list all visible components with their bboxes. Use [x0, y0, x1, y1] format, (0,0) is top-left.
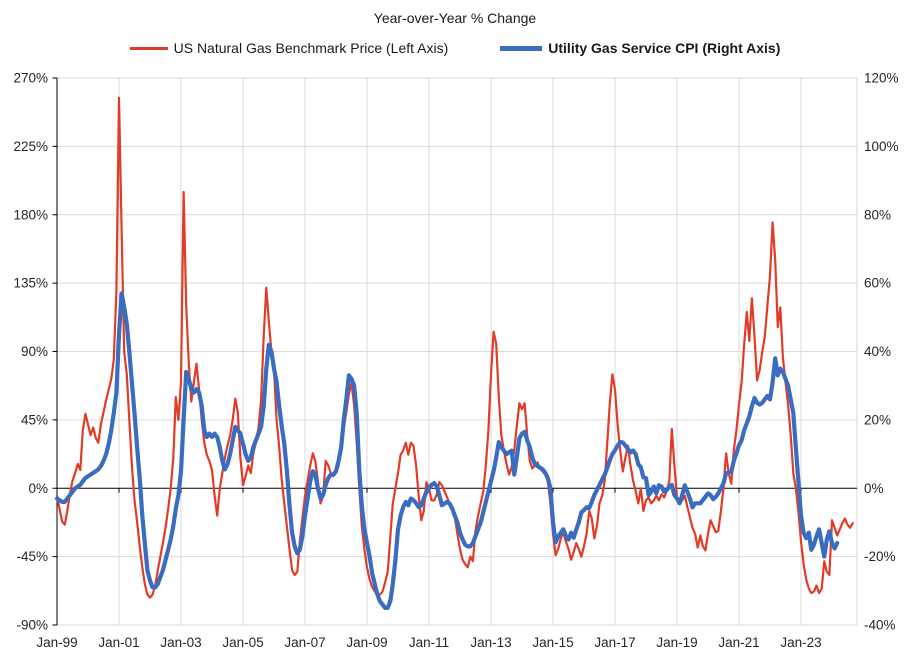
x-axis-label: Jan-99 [36, 635, 77, 650]
left-axis-label: 0% [28, 481, 48, 496]
legend-label-cpi: Utility Gas Service CPI (Right Axis) [548, 40, 781, 56]
left-axis-label: 180% [13, 207, 48, 222]
left-axis-label: -90% [16, 618, 48, 633]
x-axis-label: Jan-23 [780, 635, 821, 650]
legend-item-gas-price: US Natural Gas Benchmark Price (Left Axi… [129, 40, 449, 56]
x-axis-label: Jan-19 [656, 635, 697, 650]
left-axis-label: 135% [13, 276, 48, 291]
series-line-natural-gas-price [55, 96, 854, 599]
left-axis-label: 90% [21, 344, 48, 359]
series-line-utility-gas-cpi [54, 291, 840, 611]
legend: US Natural Gas Benchmark Price (Left Axi… [0, 40, 910, 56]
x-axis-label: Jan-15 [532, 635, 573, 650]
right-axis-label: -20% [864, 549, 896, 564]
right-axis-label: 20% [864, 412, 891, 427]
left-axis-label: 45% [21, 412, 48, 427]
x-axis-label: Jan-09 [346, 635, 387, 650]
right-axis-label: 120% [864, 71, 899, 86]
x-axis-label: Jan-13 [470, 635, 511, 650]
right-axis-label: 40% [864, 344, 891, 359]
chart-title: Year-over-Year % Change [373, 10, 537, 26]
legend-line-blue-icon [500, 45, 543, 51]
legend-line-red-icon [129, 46, 168, 50]
right-axis-label: 100% [864, 139, 899, 154]
x-axis-label: Jan-11 [409, 635, 449, 650]
x-axis-label: Jan-17 [594, 635, 635, 650]
right-axis-label: -40% [864, 618, 896, 633]
x-axis-label: Jan-07 [284, 635, 325, 650]
x-axis-label: Jan-21 [718, 635, 759, 650]
x-axis-label: Jan-03 [160, 635, 201, 650]
left-axis-label: 270% [13, 71, 48, 86]
legend-item-cpi: Utility Gas Service CPI (Right Axis) [500, 40, 780, 56]
right-axis-label: 60% [864, 276, 891, 291]
legend-label-gas-price: US Natural Gas Benchmark Price (Left Axi… [173, 40, 449, 56]
left-axis-label: -45% [16, 549, 48, 564]
x-axis-label: Jan-05 [222, 635, 263, 650]
left-axis-label: 225% [13, 139, 48, 154]
right-axis-label: 80% [864, 207, 891, 222]
x-axis-label: Jan-01 [98, 635, 139, 650]
right-axis-label: 0% [864, 481, 884, 496]
